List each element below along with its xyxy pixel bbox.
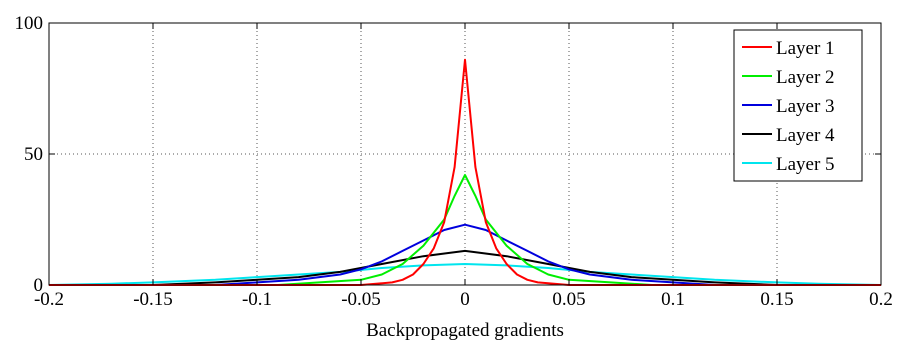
series-line-3 [49, 223, 881, 286]
x-tick-label: -0.15 [133, 289, 173, 310]
x-tick-label: 0 [460, 289, 470, 310]
x-tick-label: 0.1 [661, 289, 685, 310]
legend: Layer 1 Layer 2 Layer 3 Layer 4 Layer 5 [733, 29, 863, 182]
legend-label: Layer 4 [776, 125, 835, 146]
y-tick-label: 100 [15, 13, 44, 34]
x-tick-label: -0.2 [34, 289, 64, 310]
legend-label: Layer 2 [776, 67, 835, 88]
series-line-1 [49, 58, 881, 286]
x-axis-label: Backpropagated gradients [366, 320, 564, 341]
x-tick-label: 0.2 [869, 289, 893, 310]
series-line-4 [49, 249, 881, 286]
legend-label: Layer 1 [776, 38, 835, 59]
legend-label: Layer 5 [776, 154, 835, 175]
y-tick-label: 50 [24, 144, 43, 165]
x-tick-label: 0.15 [760, 289, 793, 310]
y-tick-label: 0 [34, 275, 44, 296]
x-tick-label: -0.05 [341, 289, 381, 310]
series-line-5 [48, 263, 882, 286]
ticks: -0.2 -0.15 -0.1 -0.05 0 0.05 0.1 0.15 0.2 0 50 100 [15, 13, 893, 310]
x-tick-label: -0.1 [242, 289, 272, 310]
x-tick-label: 0.05 [552, 289, 585, 310]
legend-label: Layer 3 [776, 96, 835, 117]
grid [49, 23, 881, 285]
